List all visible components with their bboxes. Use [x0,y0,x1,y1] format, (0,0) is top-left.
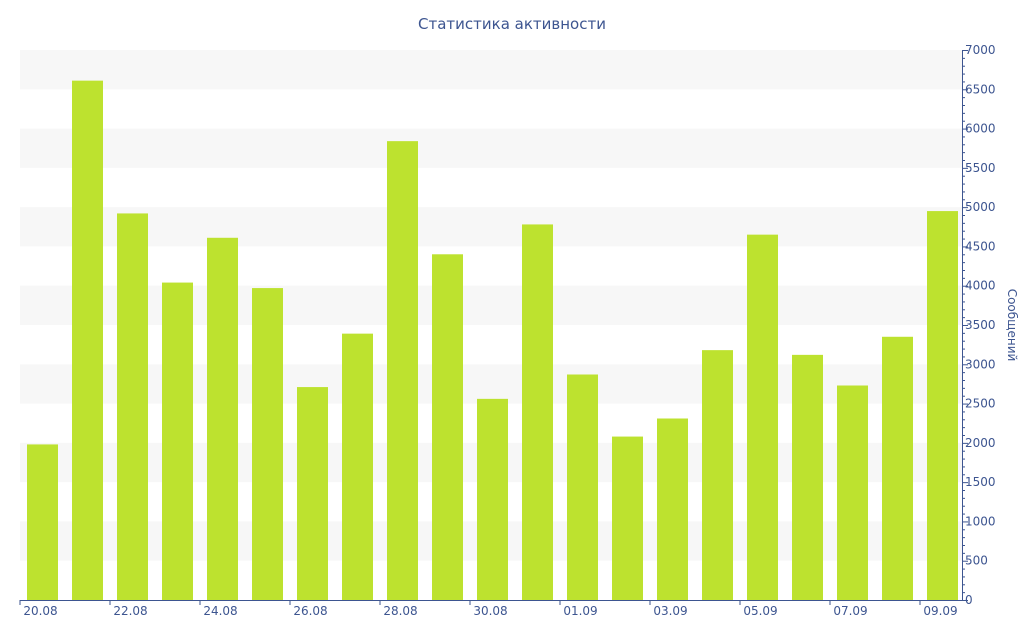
bar [657,418,688,600]
y-tick-label: 2000 [965,436,996,450]
bar [207,237,238,601]
x-tick-label: 24.08 [203,604,237,618]
x-tick-label: 28.08 [383,604,417,618]
grid-band [20,128,962,168]
bar [477,398,508,600]
bar [612,436,643,600]
y-tick-label: 0 [965,593,973,607]
grid-band [20,50,962,90]
bar [27,444,58,600]
bar [162,282,193,600]
y-tick-label: 6500 [965,82,996,96]
x-tick-label: 22.08 [113,604,147,618]
bar [567,374,598,600]
x-tick-label: 26.08 [293,604,327,618]
x-tick-label: 03.09 [653,604,687,618]
grid-band [20,207,962,247]
bar [342,333,373,600]
bar [702,350,733,600]
bar [297,387,328,600]
y-tick-label: 500 [965,554,988,568]
y-tick-label: 3500 [965,318,996,332]
y-tick-label: 5000 [965,200,996,214]
y-tick-label: 6000 [965,122,996,136]
x-tick-label: 07.09 [833,604,867,618]
y-axis-ticks: 0 500 1000 1500 2000 2500 3000 3500 4000 4500 5000… [962,43,996,607]
bars [27,80,958,601]
bar [882,336,913,600]
y-tick-label: 2500 [965,397,996,411]
bar [837,385,868,600]
bar [792,354,823,600]
y-tick-label: 1500 [965,475,996,489]
y-tick-label: 1000 [965,514,996,528]
y-tick-label: 3000 [965,357,996,371]
bar [432,254,463,601]
y-tick-label: 4000 [965,279,996,293]
y-axis-label: Сообщений [1005,288,1019,362]
bar [117,213,148,600]
grid-band [20,285,962,325]
bar [522,224,553,600]
bar [747,234,778,600]
y-tick-label: 7000 [965,43,996,57]
bar [387,141,418,600]
y-tick-label: 5500 [965,161,996,175]
x-tick-label: 30.08 [473,604,507,618]
chart-title: Статистика активности [418,15,606,33]
y-tick-label: 4500 [965,239,996,253]
bar [72,80,103,600]
bar [252,288,283,600]
x-tick-label: 05.09 [743,604,777,618]
x-tick-label: 01.09 [563,604,597,618]
x-axis-ticks: 20.08 22.08 24.08 26.08 28.08 30.08 01.09 03.09… [19,600,958,618]
x-tick-label: 20.08 [23,604,57,618]
bar [927,211,958,601]
x-tick-label: 09.09 [923,604,957,618]
